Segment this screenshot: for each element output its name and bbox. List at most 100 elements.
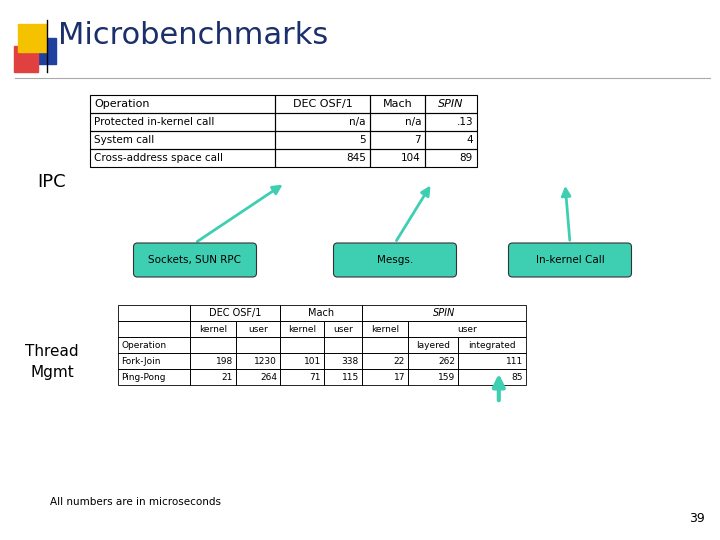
Bar	[425, 149, 477, 167]
Bar	[280, 305, 362, 321]
Text: 5: 5	[359, 135, 366, 145]
Text: 22: 22	[394, 356, 405, 366]
Text: Mach: Mach	[308, 308, 334, 318]
Bar	[236, 321, 280, 337]
Bar	[118, 337, 190, 353]
Text: Thread
Mgmt: Thread Mgmt	[25, 344, 78, 380]
Text: DEC OSF/1: DEC OSF/1	[209, 308, 261, 318]
Text: 71: 71	[310, 373, 321, 381]
Bar	[118, 369, 190, 385]
Bar	[236, 353, 280, 369]
Bar	[362, 369, 408, 385]
Text: Operation: Operation	[121, 341, 166, 349]
Bar	[236, 369, 280, 385]
Bar	[362, 337, 408, 353]
Bar	[118, 305, 190, 321]
Bar	[190, 353, 236, 369]
Bar	[118, 353, 190, 369]
Text: 111: 111	[505, 356, 523, 366]
Text: 198: 198	[216, 356, 233, 366]
Bar	[275, 149, 370, 167]
Bar	[236, 337, 280, 353]
Bar	[118, 321, 190, 337]
Text: n/a: n/a	[349, 117, 366, 127]
Text: kernel: kernel	[371, 325, 399, 334]
Bar	[370, 131, 425, 149]
FancyBboxPatch shape	[133, 243, 256, 277]
Text: Microbenchmarks: Microbenchmarks	[58, 21, 328, 50]
Bar	[362, 305, 526, 321]
Bar	[370, 95, 425, 113]
Text: System call: System call	[94, 135, 154, 145]
Text: IPC: IPC	[37, 173, 66, 191]
Text: Mesgs.: Mesgs.	[377, 255, 413, 265]
Bar	[362, 321, 408, 337]
Text: 101: 101	[304, 356, 321, 366]
Text: Operation: Operation	[94, 99, 150, 109]
Bar	[30, 38, 56, 64]
Bar	[190, 305, 280, 321]
Bar	[280, 369, 324, 385]
Bar	[190, 321, 236, 337]
Text: Protected in-kernel call: Protected in-kernel call	[94, 117, 215, 127]
Text: 17: 17	[394, 373, 405, 381]
Text: user: user	[333, 325, 353, 334]
Text: integrated: integrated	[468, 341, 516, 349]
Bar	[190, 337, 236, 353]
Bar	[458, 353, 526, 369]
Text: Fork-Join: Fork-Join	[121, 356, 161, 366]
Bar	[425, 95, 477, 113]
Bar	[425, 131, 477, 149]
Text: 338: 338	[342, 356, 359, 366]
Text: All numbers are in microseconds: All numbers are in microseconds	[50, 497, 221, 507]
Bar	[362, 353, 408, 369]
Bar	[90, 95, 275, 113]
Text: layered: layered	[416, 341, 450, 349]
Bar	[280, 337, 324, 353]
Text: SPIN: SPIN	[433, 308, 455, 318]
Text: 4: 4	[467, 135, 473, 145]
Bar	[275, 95, 370, 113]
Bar	[18, 24, 46, 52]
Text: In-kernel Call: In-kernel Call	[536, 255, 604, 265]
Text: 159: 159	[438, 373, 455, 381]
Text: 264: 264	[260, 373, 277, 381]
Bar	[90, 113, 275, 131]
Text: user: user	[457, 325, 477, 334]
Text: n/a: n/a	[405, 117, 421, 127]
Text: 85: 85	[511, 373, 523, 381]
Bar	[324, 337, 362, 353]
Bar	[90, 149, 275, 167]
Bar	[408, 321, 526, 337]
Text: 104: 104	[401, 153, 421, 163]
Text: Ping-Pong: Ping-Pong	[121, 373, 166, 381]
Bar	[408, 337, 458, 353]
Bar	[190, 369, 236, 385]
Bar	[324, 353, 362, 369]
Text: 1230: 1230	[254, 356, 277, 366]
Text: Cross-address space call: Cross-address space call	[94, 153, 223, 163]
Text: kernel: kernel	[199, 325, 227, 334]
Bar	[408, 369, 458, 385]
Text: DEC OSF/1: DEC OSF/1	[292, 99, 352, 109]
FancyBboxPatch shape	[333, 243, 456, 277]
Bar	[458, 369, 526, 385]
Text: 39: 39	[689, 512, 705, 525]
Text: .13: .13	[456, 117, 473, 127]
Bar	[280, 321, 324, 337]
Bar	[324, 321, 362, 337]
Text: 845: 845	[346, 153, 366, 163]
Bar	[370, 149, 425, 167]
Bar	[275, 131, 370, 149]
Text: SPIN: SPIN	[438, 99, 464, 109]
Text: kernel: kernel	[288, 325, 316, 334]
Text: 262: 262	[438, 356, 455, 366]
Bar	[425, 113, 477, 131]
Bar	[90, 131, 275, 149]
Bar	[280, 353, 324, 369]
Bar	[275, 113, 370, 131]
Text: Mach: Mach	[382, 99, 413, 109]
Text: 21: 21	[222, 373, 233, 381]
Text: 89: 89	[460, 153, 473, 163]
FancyBboxPatch shape	[508, 243, 631, 277]
